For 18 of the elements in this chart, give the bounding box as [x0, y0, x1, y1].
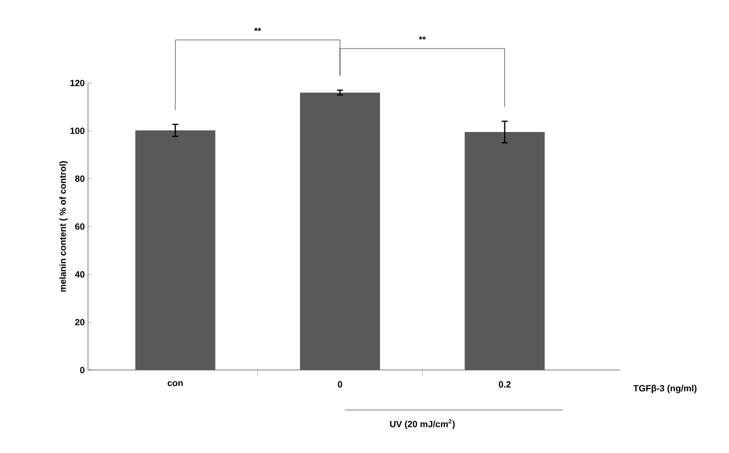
y-axis-title: melanin content ( % of control) — [59, 161, 68, 292]
y-tick-label: 40 — [74, 271, 84, 278]
bar — [464, 132, 545, 370]
x-tick-label: 0 — [338, 381, 342, 388]
y-tick-label: 20 — [75, 318, 84, 326]
text: ** — [418, 36, 426, 40]
y-tick-label: 0 — [80, 366, 84, 374]
x-axis-title: TGFβ-3 (ng/ml) — [633, 384, 696, 394]
y-tick-label: 100 — [70, 128, 84, 134]
x-tick-label: con — [168, 381, 183, 386]
y-tick-label: 60 — [75, 223, 84, 230]
y-tick-label: 80 — [75, 175, 84, 182]
text: UV (20 mJ/cm$^{2}$) — [390, 419, 455, 430]
text: ** — [254, 28, 262, 32]
bar — [300, 92, 380, 370]
y-tick-label: 120 — [70, 80, 84, 86]
bar — [135, 130, 216, 370]
x-tick-label: 0.2 — [498, 381, 511, 388]
